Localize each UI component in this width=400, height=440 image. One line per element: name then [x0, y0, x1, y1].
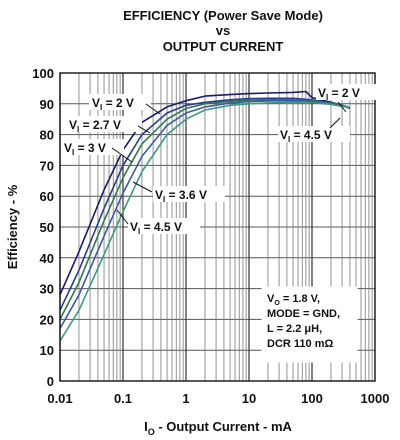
x-tick-labels: 0.01 0.1 1 10 100 1000 [47, 391, 389, 406]
y-tick-labels: 0 10 20 30 40 50 60 70 80 90 100 [32, 66, 54, 389]
chart-title-line-1: EFFICIENCY (Power Save Mode) [123, 8, 323, 23]
series-label-2v: VI = 2 V [89, 94, 151, 112]
x-tick-label: 0.1 [114, 391, 132, 406]
series-label-right-4-5v: VI = 4.5 V [278, 126, 350, 144]
y-tick-label: 60 [40, 189, 54, 204]
y-axis-label: Efficiency - % [5, 184, 20, 269]
label-leader-lines [111, 101, 347, 225]
y-tick-label: 20 [40, 312, 54, 327]
series-label-right-2v: VI = 2 V [316, 84, 379, 102]
series-line-4 [59, 99, 351, 329]
svg-text:MODE = GND,: MODE = GND, [267, 308, 340, 320]
svg-text:VI = 2.7 V: VI = 2.7 V [69, 118, 121, 134]
series-label-2-7v: VI = 2.7 V [67, 116, 142, 134]
x-axis-label-main: I [144, 419, 148, 434]
svg-text:L = 2.2 μH,: L = 2.2 μH, [267, 323, 322, 335]
y-tick-label: 100 [32, 66, 54, 81]
x-tick-label: 1000 [361, 391, 390, 406]
y-tick-label: 80 [40, 128, 54, 143]
series-label-4-5v: VI = 4.5 V [128, 218, 200, 236]
x-tick-label: 0.01 [47, 391, 72, 406]
x-tick-label: 1 [182, 391, 189, 406]
svg-text:DCR 110 mΩ: DCR 110 mΩ [267, 338, 333, 350]
svg-text:VI = 2 V: VI = 2 V [318, 86, 360, 102]
series-label-3v: VI = 3 V [62, 139, 124, 157]
plot-frame [59, 72, 376, 382]
svg-text:VI = 3.6 V: VI = 3.6 V [155, 188, 207, 204]
x-tick-label: 100 [301, 391, 323, 406]
y-tick-label: 30 [40, 282, 54, 297]
x-axis-label: IO - Output Current - mA [144, 419, 292, 437]
y-tick-label: 10 [40, 343, 54, 358]
series-label-3-6v: VI = 3.6 V [153, 186, 225, 204]
series-line-5 [59, 101, 351, 342]
svg-text:VI = 3 V: VI = 3 V [64, 141, 106, 157]
y-tick-label: 50 [40, 220, 54, 235]
svg-text:VI = 4.5 V: VI = 4.5 V [280, 128, 332, 144]
x-axis-label-rest: - Output Current - mA [155, 419, 293, 434]
svg-text:VI = 4.5 V: VI = 4.5 V [130, 220, 182, 236]
chart-title-line-2: vs [216, 23, 230, 38]
y-tick-label: 40 [40, 251, 54, 266]
conditions-box: VO = 1.8 V, MODE = GND, L = 2.2 μH, DCR … [261, 286, 358, 363]
y-tick-label: 0 [47, 374, 54, 389]
svg-text:VO = 1.8 V,: VO = 1.8 V, [267, 293, 320, 307]
x-axis-label-sub: O [148, 427, 155, 437]
y-tick-label: 70 [40, 158, 54, 173]
chart-title-line-3: OUTPUT CURRENT [163, 39, 284, 54]
x-tick-label: 10 [242, 391, 256, 406]
y-tick-label: 90 [40, 97, 54, 112]
svg-text:VI = 2 V: VI = 2 V [92, 96, 134, 112]
